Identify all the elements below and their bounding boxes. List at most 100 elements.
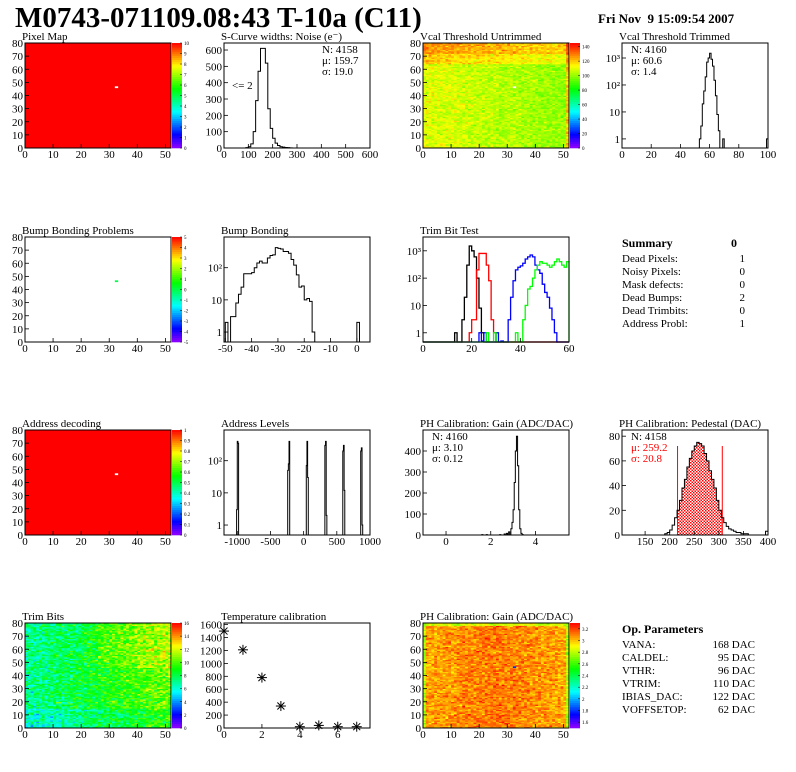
- palette-step: [570, 125, 580, 127]
- palette-tick-label: 0.6: [184, 471, 191, 476]
- palette-step: [172, 497, 182, 499]
- palette-tick-label: 3: [184, 257, 187, 262]
- x-tick-label: 60: [564, 343, 576, 355]
- x-tick-label: 0: [619, 149, 625, 161]
- panel-trim-bit-test: Trim Bit Test0 20 40 6011010²10³: [407, 225, 575, 355]
- palette-step: [570, 108, 580, 110]
- plot-title: Bump Bonding Problems: [22, 225, 134, 237]
- palette-step: [570, 142, 580, 144]
- table-row-value: 1: [740, 318, 746, 330]
- special-cell: [513, 86, 516, 88]
- x-tick-label: 0: [420, 343, 426, 355]
- palette-step: [570, 56, 580, 58]
- palette-tick-label: 100: [582, 75, 590, 80]
- palette-step: [570, 77, 580, 79]
- palette-step: [570, 123, 580, 125]
- x-tick-label: -40: [244, 343, 259, 355]
- y-tick-label: 60: [410, 64, 422, 76]
- palette-step: [172, 102, 182, 104]
- table-row-label: Mask defects:: [622, 279, 683, 291]
- x-tick-label: 300: [711, 536, 728, 548]
- table-row-value: 2: [740, 292, 746, 304]
- palette-step: [172, 504, 182, 506]
- x-tick-label: -20: [297, 343, 312, 355]
- palette-step: [172, 273, 182, 275]
- palette-step: [570, 70, 580, 72]
- palette-step: [172, 302, 182, 304]
- x-tick-label: 10: [48, 343, 60, 355]
- y-tick-label: 30: [410, 104, 422, 116]
- palette-step: [570, 140, 580, 142]
- palette-step: [570, 117, 580, 119]
- plot-title: S-Curve widths: Noise (e⁻): [221, 31, 342, 43]
- palette-step: [172, 453, 182, 455]
- palette-tick-label: -4: [184, 331, 189, 336]
- table-row-label: Noisy Pixels:: [622, 266, 681, 278]
- palette-step: [172, 79, 182, 81]
- palette-step: [570, 110, 580, 112]
- y-tick-label: 300: [405, 467, 422, 479]
- palette-step: [172, 98, 182, 100]
- palette-step: [570, 106, 580, 108]
- palette-tick-label: 10: [184, 42, 190, 47]
- palette-step: [172, 77, 182, 79]
- palette-step: [570, 93, 580, 95]
- palette-tick-label: 6: [184, 84, 187, 89]
- table-row-value: 1: [740, 253, 746, 265]
- plot-title: PH Calibration: Gain (ADC/DAC): [420, 418, 573, 430]
- plot-title: Address decoding: [22, 418, 102, 430]
- y-tick-label: 20: [410, 117, 422, 129]
- palette-step: [172, 451, 182, 453]
- table-row-value: 0: [740, 305, 746, 317]
- palette-step: [172, 525, 182, 527]
- palette-tick-label: 0.4: [184, 492, 191, 497]
- palette-step: [172, 313, 182, 315]
- x-tick-label: 0: [22, 536, 28, 548]
- panel-summary: Summary 0Dead Pixels: 1Noisy Pixels: 0Mask …: [622, 236, 746, 330]
- panel-address-levels: Address Levels-1000 -500 0 500 100011010²: [208, 418, 382, 548]
- palette-step: [570, 131, 580, 133]
- palette-step: [172, 129, 182, 131]
- summary-total: 0: [731, 236, 737, 250]
- y-tick-label: 50: [12, 464, 24, 476]
- palette-tick-label: 0: [582, 147, 585, 152]
- palette-step: [172, 47, 182, 49]
- x-tick-label: 50: [160, 536, 172, 548]
- palette-step: [172, 334, 182, 336]
- palette-step: [172, 487, 182, 489]
- y-tick-label: 10³: [407, 246, 422, 258]
- y-tick-label: 10: [211, 295, 223, 307]
- palette-step: [172, 68, 182, 70]
- palette-step: [570, 98, 580, 100]
- palette-step: [172, 110, 182, 112]
- palette-step: [172, 464, 182, 466]
- report-date: Fri Nov 9 15:09:54 2007: [598, 11, 735, 26]
- palette-step: [172, 508, 182, 510]
- x-tick-label: 40: [515, 343, 527, 355]
- palette-step: [172, 493, 182, 495]
- palette-step: [172, 296, 182, 298]
- palette-step: [172, 520, 182, 522]
- y-tick-label: 10: [211, 488, 223, 500]
- palette-step: [172, 315, 182, 317]
- plot-title: PH Calibration: Pedestal (DAC): [619, 418, 761, 430]
- palette-step: [172, 127, 182, 129]
- palette-step: [172, 336, 182, 338]
- palette-step: [172, 499, 182, 501]
- palette-step: [172, 483, 182, 485]
- palette-step: [570, 89, 580, 91]
- palette-step: [172, 317, 182, 319]
- palette-step: [172, 112, 182, 114]
- histogram-series-1: [224, 248, 370, 342]
- palette-step: [172, 489, 182, 491]
- y-tick-label: 50: [12, 271, 24, 283]
- y-tick-label: 70: [12, 438, 24, 450]
- x-tick-label: 10: [446, 149, 458, 161]
- palette-step: [172, 138, 182, 140]
- palette-step: [172, 119, 182, 121]
- palette-step: [172, 43, 182, 45]
- palette-step: [172, 285, 182, 287]
- histogram-series-3: [423, 255, 569, 342]
- plot-title: Trim Bits: [22, 611, 64, 623]
- palette-tick-label: 1: [184, 278, 187, 283]
